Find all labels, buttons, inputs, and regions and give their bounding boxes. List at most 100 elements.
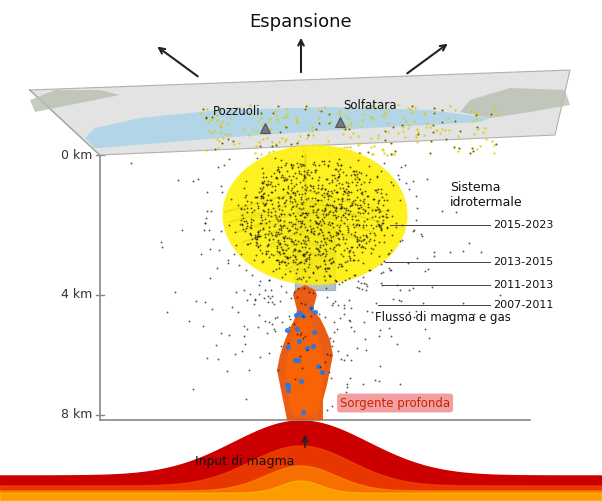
Point xyxy=(297,190,307,198)
Point xyxy=(313,263,323,271)
Point xyxy=(209,127,219,135)
Point xyxy=(258,126,267,134)
Point xyxy=(347,120,356,128)
Point xyxy=(290,235,300,243)
Point xyxy=(337,204,346,212)
Point xyxy=(216,122,225,130)
Point xyxy=(386,231,396,239)
Point xyxy=(308,160,317,168)
Point xyxy=(222,120,231,128)
Point xyxy=(208,234,218,242)
Point xyxy=(322,175,332,183)
Point xyxy=(314,247,323,255)
Text: Espansione: Espansione xyxy=(250,13,352,31)
Point xyxy=(286,160,296,168)
Point xyxy=(297,211,306,219)
Point xyxy=(360,187,370,195)
Point xyxy=(346,147,355,155)
Point xyxy=(293,266,302,274)
Point xyxy=(337,278,347,286)
Point xyxy=(341,235,351,243)
Point xyxy=(260,317,270,325)
Point xyxy=(366,113,376,121)
Point xyxy=(241,395,250,403)
Point xyxy=(373,185,382,193)
Point xyxy=(298,209,308,217)
Point xyxy=(464,238,474,246)
Point xyxy=(263,239,273,247)
Point xyxy=(273,217,283,225)
Point xyxy=(284,312,294,320)
Point xyxy=(265,196,275,204)
Point xyxy=(367,248,376,257)
Point xyxy=(338,252,348,260)
Point xyxy=(417,232,427,240)
Point xyxy=(345,142,355,150)
Point xyxy=(300,105,310,113)
Point xyxy=(430,248,439,257)
Point xyxy=(367,212,377,220)
Point xyxy=(335,220,345,228)
Point xyxy=(202,354,212,362)
Point xyxy=(247,208,256,216)
Point xyxy=(435,129,445,137)
Point xyxy=(324,119,334,127)
Point xyxy=(312,223,321,231)
Point xyxy=(380,127,390,135)
Point xyxy=(394,174,403,182)
Point xyxy=(328,259,338,267)
Point xyxy=(362,282,372,290)
Point xyxy=(293,117,302,125)
Point xyxy=(346,200,356,208)
Point xyxy=(308,123,317,131)
Point xyxy=(370,206,380,214)
Point xyxy=(308,290,318,298)
Point xyxy=(253,232,263,240)
Point xyxy=(274,228,284,236)
Point xyxy=(297,200,306,208)
Point xyxy=(353,207,363,215)
Point xyxy=(242,222,252,230)
Point xyxy=(332,188,341,196)
Point xyxy=(350,170,359,178)
Point xyxy=(339,219,349,227)
Text: 4 km: 4 km xyxy=(61,289,92,302)
Point xyxy=(325,255,335,263)
Point xyxy=(361,221,371,229)
Point xyxy=(245,229,255,237)
Point xyxy=(281,159,291,167)
Point xyxy=(269,169,279,177)
Point xyxy=(266,229,276,237)
Point xyxy=(279,217,288,225)
Point xyxy=(332,207,341,215)
Point xyxy=(379,257,389,265)
Point xyxy=(217,117,226,125)
Point xyxy=(351,220,361,228)
Point xyxy=(375,326,385,334)
Point xyxy=(321,175,331,183)
Point xyxy=(294,337,304,345)
Point xyxy=(376,224,386,232)
Point xyxy=(273,242,282,250)
Point xyxy=(261,250,270,258)
Point xyxy=(291,239,300,247)
Point xyxy=(202,145,211,153)
Point xyxy=(233,308,243,316)
Point xyxy=(356,189,365,197)
Point xyxy=(349,327,358,335)
Point xyxy=(275,230,284,238)
Point xyxy=(362,232,371,240)
Point xyxy=(276,173,286,181)
Point xyxy=(331,231,341,239)
Point xyxy=(455,127,465,135)
Point xyxy=(353,216,363,224)
Point xyxy=(282,113,292,121)
Point xyxy=(216,227,225,235)
Point xyxy=(264,227,274,235)
Point xyxy=(343,244,352,252)
Point xyxy=(301,186,311,194)
Point xyxy=(471,111,480,119)
Point xyxy=(290,191,299,199)
Point xyxy=(241,177,251,185)
Point xyxy=(382,213,391,221)
